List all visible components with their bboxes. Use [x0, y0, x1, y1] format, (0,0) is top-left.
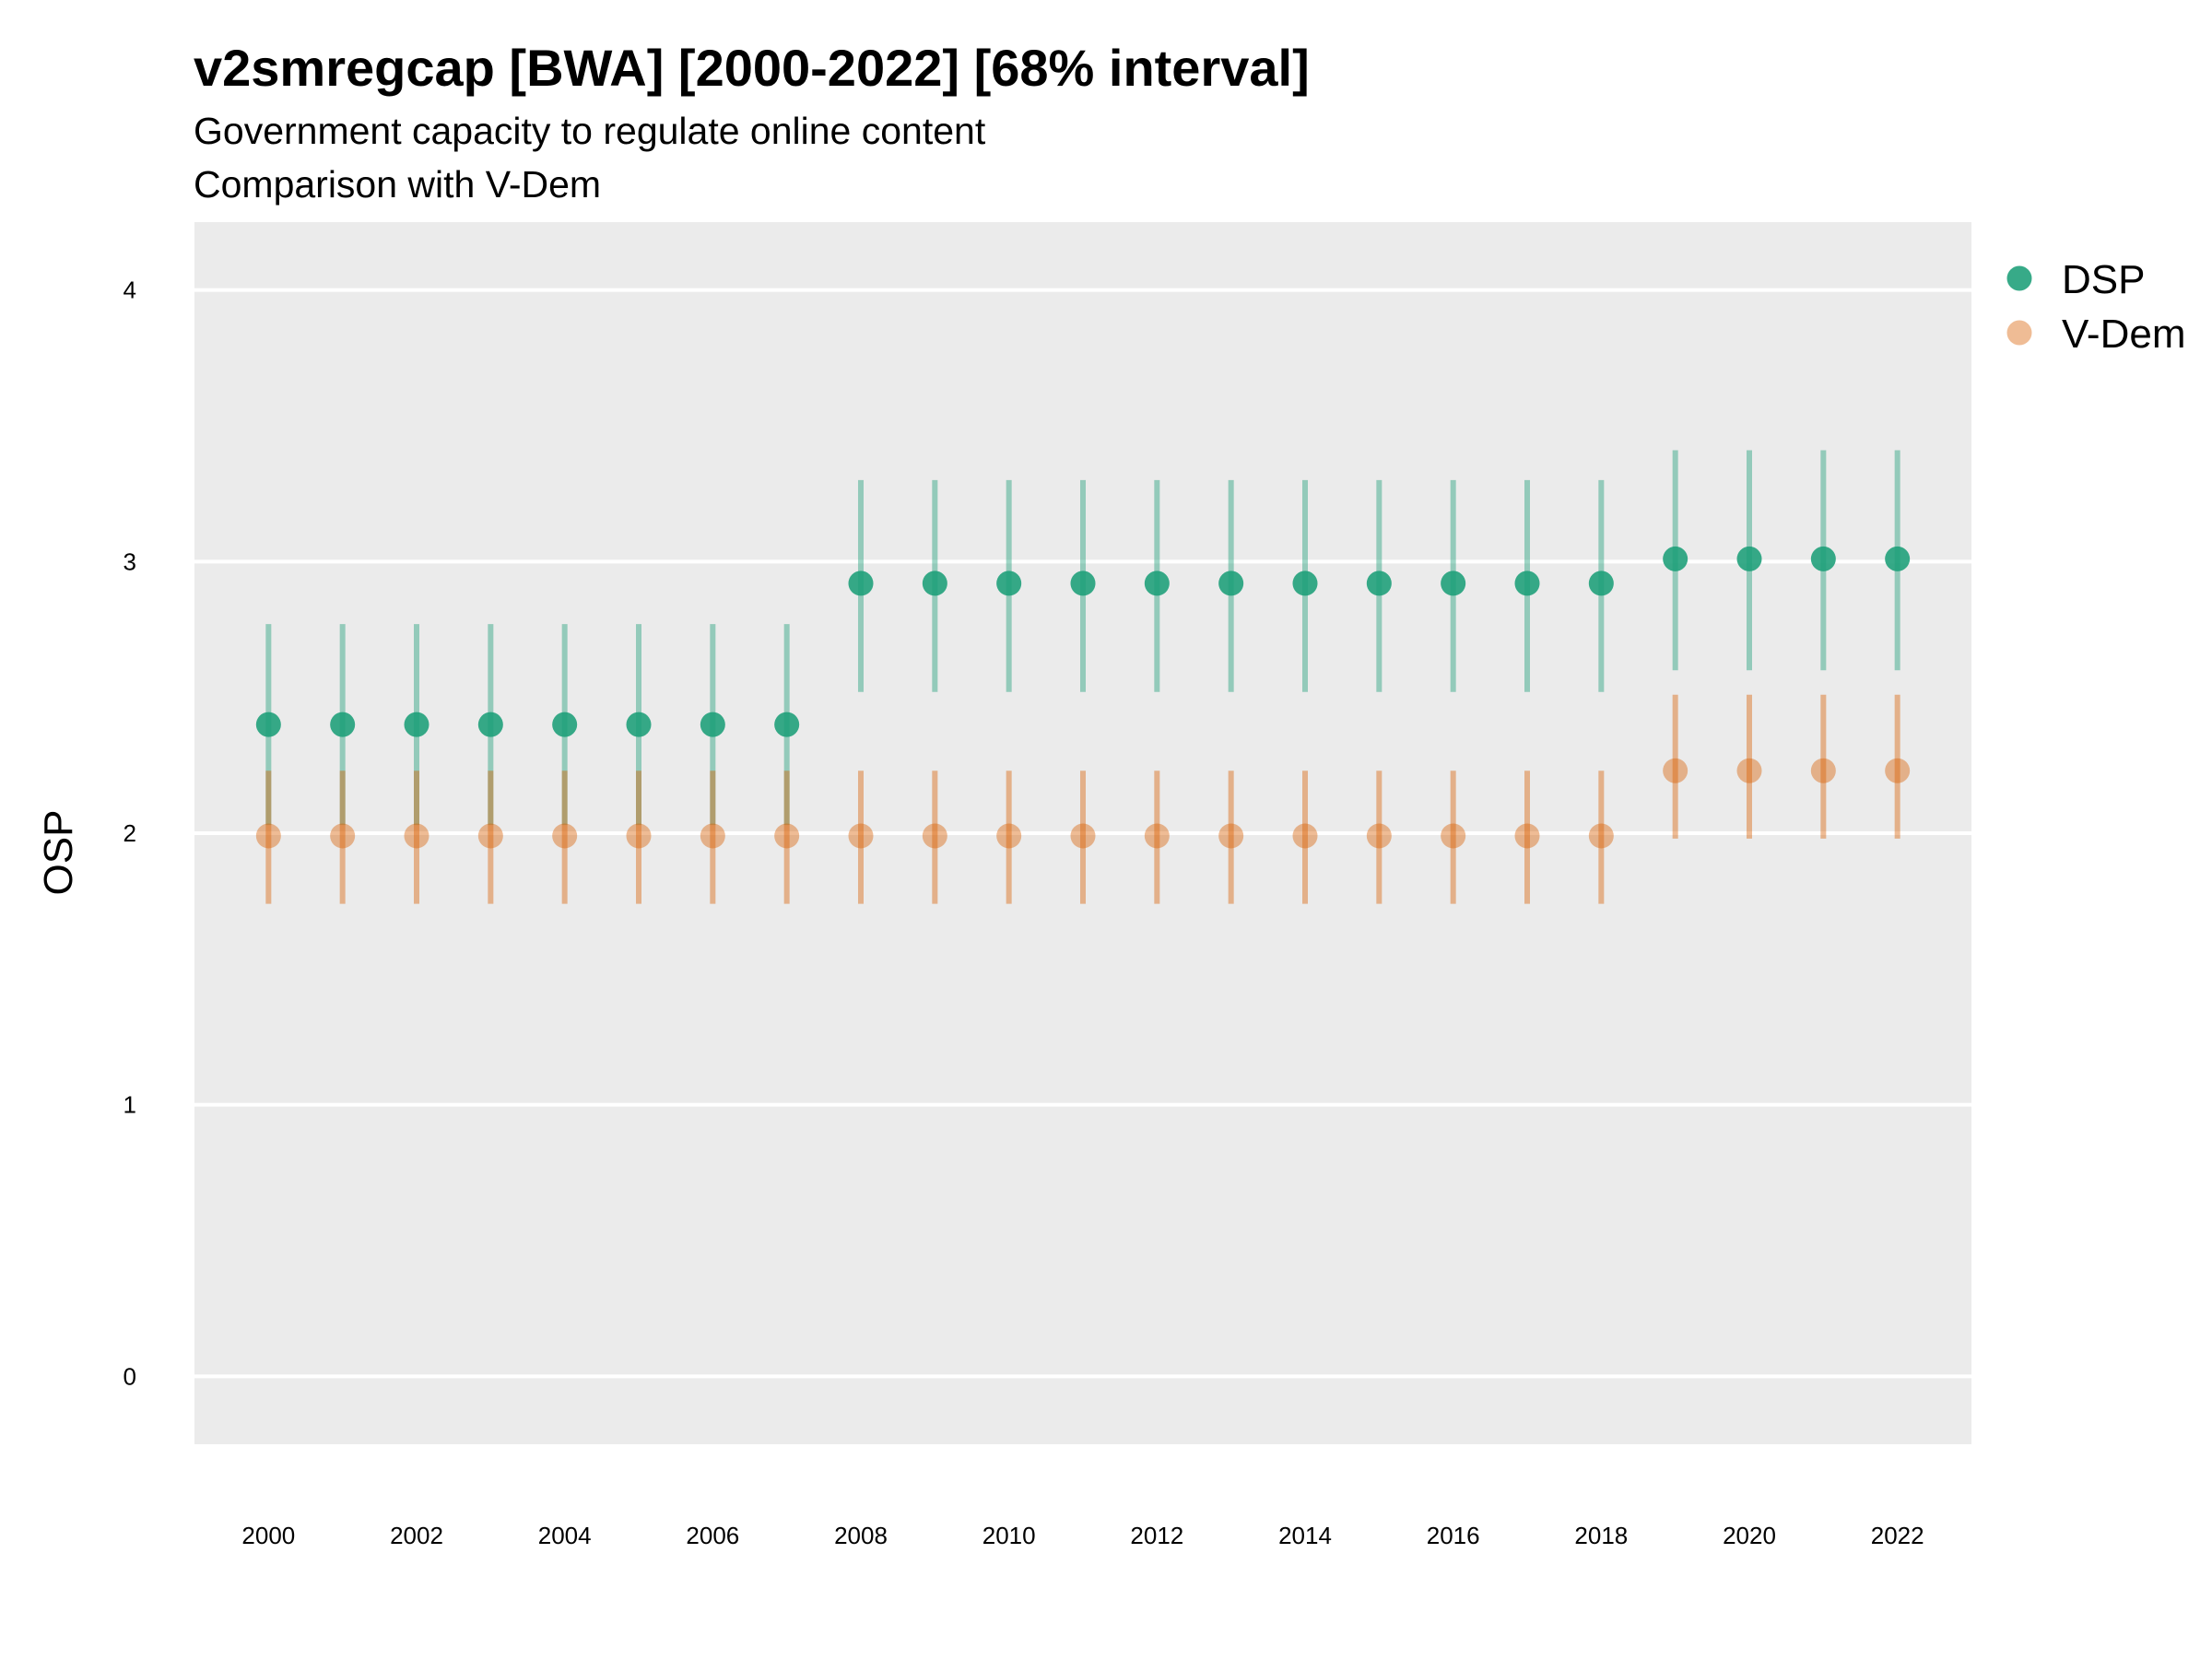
point-v-dem-2022 [1885, 758, 1911, 783]
point-dsp-2021 [1810, 546, 1836, 571]
point-dsp-2008 [848, 571, 874, 596]
point-v-dem-2010 [996, 823, 1022, 849]
point-dsp-2013 [1218, 571, 1244, 596]
x-tick-label-2000: 2000 [241, 1522, 295, 1549]
x-tick-label-2012: 2012 [1130, 1522, 1183, 1549]
point-dsp-2010 [996, 571, 1022, 596]
series-v-dem [255, 694, 1911, 904]
point-dsp-2017 [1514, 571, 1540, 596]
point-v-dem-2001 [330, 823, 356, 849]
point-v-dem-2008 [848, 823, 874, 849]
point-v-dem-2018 [1588, 823, 1614, 849]
point-dsp-2020 [1736, 546, 1762, 571]
point-dsp-2014 [1292, 571, 1318, 596]
point-dsp-2015 [1366, 571, 1392, 596]
y-axis-label: OSP [36, 810, 81, 896]
point-dsp-2007 [774, 712, 800, 737]
point-v-dem-2014 [1292, 823, 1318, 849]
y-tick-label-3: 3 [124, 547, 136, 575]
point-dsp-2004 [552, 712, 578, 737]
legend-key-v-dem [2006, 320, 2032, 346]
point-dsp-2003 [477, 712, 503, 737]
x-tick-label-2022: 2022 [1871, 1522, 1924, 1549]
x-tick-label-2006: 2006 [686, 1522, 739, 1549]
point-dsp-2002 [404, 712, 429, 737]
point-v-dem-2021 [1810, 758, 1836, 783]
point-v-dem-2019 [1663, 758, 1688, 783]
point-v-dem-2004 [552, 823, 578, 849]
point-v-dem-2003 [477, 823, 503, 849]
point-v-dem-2002 [404, 823, 429, 849]
point-dsp-2016 [1441, 571, 1466, 596]
y-tick-label-2: 2 [124, 819, 136, 847]
point-v-dem-2006 [700, 823, 725, 849]
legend-key-dsp [2006, 265, 2032, 291]
point-v-dem-2013 [1218, 823, 1244, 849]
point-dsp-2018 [1588, 571, 1614, 596]
gridlines [194, 288, 1971, 1379]
chart-title: v2smregcap [BWA] [2000-2022] [68% interv… [194, 39, 1310, 97]
x-tick-label-2004: 2004 [538, 1522, 592, 1549]
point-v-dem-2012 [1144, 823, 1170, 849]
point-dsp-2001 [330, 712, 356, 737]
point-dsp-2022 [1885, 546, 1911, 571]
legend-label-dsp: DSP [2062, 257, 2145, 302]
legend: DSP V-Dem [2006, 257, 2185, 357]
x-tick-label-2008: 2008 [834, 1522, 888, 1549]
y-tick-label-1: 1 [124, 1091, 136, 1119]
series-dsp [255, 450, 1911, 826]
point-v-dem-2017 [1514, 823, 1540, 849]
point-v-dem-2016 [1441, 823, 1466, 849]
x-tick-label-2010: 2010 [982, 1522, 1036, 1549]
y-tick-label-4: 4 [124, 276, 136, 304]
data-marks [255, 450, 1911, 904]
legend-label-v-dem: V-Dem [2062, 312, 2185, 357]
x-tick-label-2014: 2014 [1278, 1522, 1332, 1549]
point-v-dem-2011 [1070, 823, 1096, 849]
x-tick-label-2002: 2002 [390, 1522, 443, 1549]
x-tick-label-2018: 2018 [1574, 1522, 1628, 1549]
point-dsp-2019 [1663, 546, 1688, 571]
x-axis-ticks: 2000 2002 2004 2006 2008 2010 2012 2014 2016 2018… [241, 1522, 1924, 1549]
point-v-dem-2000 [255, 823, 281, 849]
x-tick-label-2020: 2020 [1723, 1522, 1776, 1549]
point-dsp-2005 [626, 712, 652, 737]
y-axis-ticks: 0 1 2 3 4 [124, 276, 136, 1391]
chart-subtitle-line-1: Government capacity to regulate online c… [194, 110, 986, 152]
chart-subtitle-line-2: Comparison with V-Dem [194, 163, 601, 206]
point-dsp-2000 [255, 712, 281, 737]
point-dsp-2006 [700, 712, 725, 737]
x-tick-label-2016: 2016 [1427, 1522, 1480, 1549]
point-v-dem-2005 [626, 823, 652, 849]
point-v-dem-2009 [922, 823, 947, 849]
point-v-dem-2020 [1736, 758, 1762, 783]
point-v-dem-2007 [774, 823, 800, 849]
point-dsp-2011 [1070, 571, 1096, 596]
point-dsp-2012 [1144, 571, 1170, 596]
point-dsp-2009 [922, 571, 947, 596]
y-tick-label-0: 0 [124, 1362, 136, 1390]
point-v-dem-2015 [1366, 823, 1392, 849]
